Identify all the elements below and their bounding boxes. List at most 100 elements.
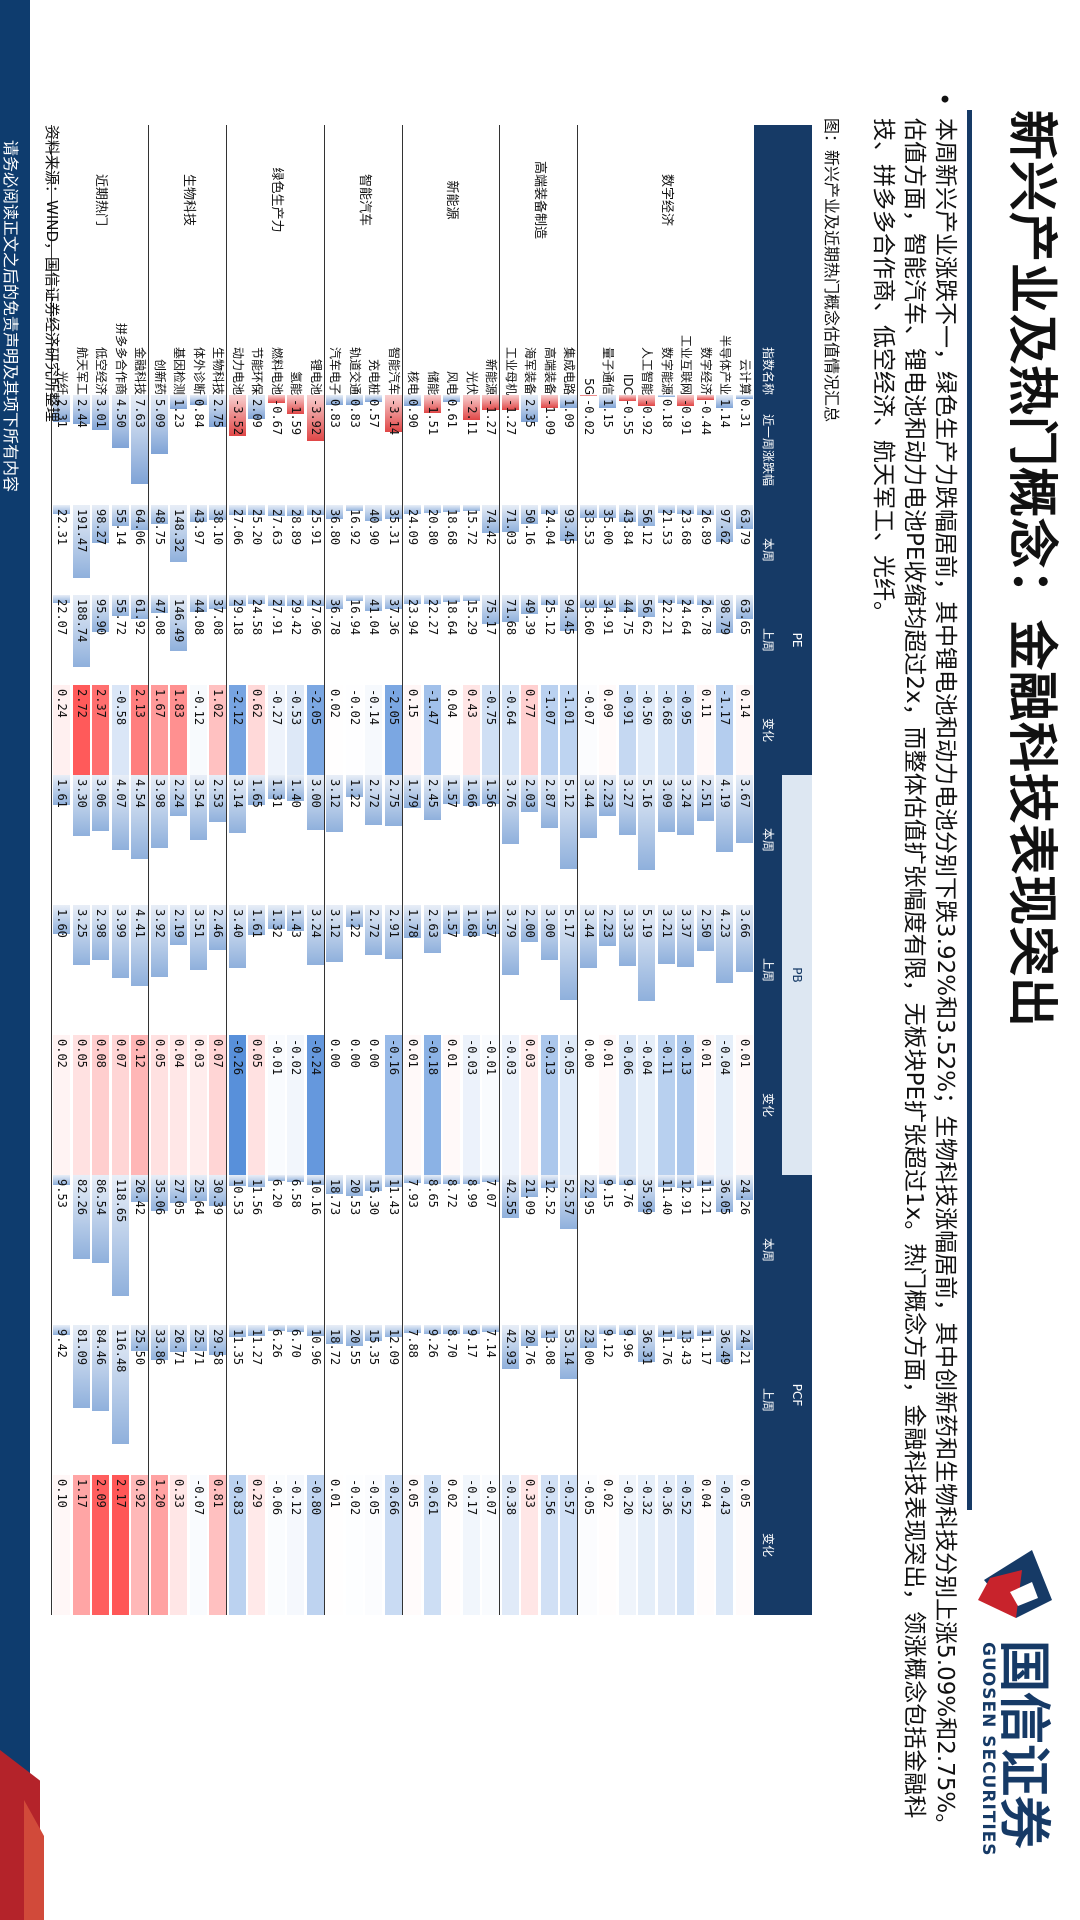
cell-value: 11.27: [250, 1329, 265, 1366]
cell-value: -2.11: [465, 399, 479, 436]
cell-value: 71.03: [504, 509, 518, 546]
cell-value: -1.27: [504, 399, 518, 436]
cell-value: 5.17: [562, 909, 577, 938]
table-cell-pe1: 49.39: [521, 595, 539, 685]
row-index-name: 动力电池: [231, 346, 245, 395]
cell-value: 15.30: [367, 1179, 382, 1216]
row-index-name: 风电: [445, 370, 460, 395]
cell-value: 25.12: [543, 599, 557, 636]
table-cell-pe0: 27.63: [268, 505, 285, 595]
cell-value: 26.78: [699, 599, 713, 636]
table-cell-pe2: -0.64: [502, 685, 519, 775]
table-cell-pe1: 98.79: [716, 595, 734, 685]
table-cell-pcf0: 25.64: [190, 1175, 207, 1325]
cell-value: 3.51: [192, 909, 206, 938]
row-index-name: 氢能: [289, 370, 304, 395]
cell-value: -0.07: [484, 1479, 499, 1516]
table-cell-pb1: 2.98: [92, 905, 110, 1035]
table-cell-pcf0: 6.58: [287, 1175, 305, 1325]
cell-value: 1.22: [348, 909, 362, 938]
table-column-header: 指数名称 近一周涨跌幅 本周 上周 变化 本周 上周 变化 本周 上周 变化: [754, 125, 782, 1615]
cell-value: 9.15: [601, 1179, 616, 1208]
table-cell-pe2: 0.02: [326, 685, 344, 775]
cell-value: 116.48: [114, 1329, 128, 1373]
cell-value: 2.91: [387, 909, 401, 938]
table-cell-pe2: -2.05: [307, 685, 324, 775]
cell-value: 24.09: [406, 509, 421, 546]
cell-value: -0.13: [543, 1039, 557, 1076]
table-cell-pb2: 0.04: [170, 1035, 188, 1175]
table-cell-pb1: 5.19: [638, 905, 656, 1035]
table-cell-chg: 1.09: [560, 395, 578, 505]
table-cell-pb2: 0.05: [248, 1035, 266, 1175]
table-cell-pe1: 26.78: [697, 595, 714, 685]
row-index-name: 半导体产业: [718, 334, 733, 395]
cell-value: 1.67: [153, 689, 167, 718]
table-cell-pb2: -0.04: [716, 1035, 734, 1175]
table-cell-chg: 4.50: [112, 395, 129, 505]
table-cell-pb2: -0.04: [638, 1035, 656, 1175]
table-cell-pb0: 3.44: [580, 775, 597, 905]
table-cell-chg: 1.23: [170, 395, 188, 505]
row-index-name: 充电桩: [367, 358, 382, 395]
table-cell-pe2: 0.11: [697, 685, 714, 775]
table-cell-pcf0: 118.65: [112, 1175, 129, 1325]
cell-value: -0.12: [289, 1479, 304, 1516]
cell-value: 9.17: [465, 1329, 479, 1358]
table-cell-pcf0: 86.54: [92, 1175, 110, 1325]
row-index-name: 数字经济: [699, 346, 713, 395]
cell-value: 3.27: [621, 779, 635, 808]
table-cell-pe0: 35.00: [599, 505, 617, 595]
cell-value: -3.52: [231, 399, 245, 436]
table-cell-pb0: 3.14: [229, 775, 246, 905]
cell-value: -0.16: [387, 1039, 401, 1076]
table-cell-chg: 3.01: [92, 395, 110, 505]
cell-value: 49.39: [523, 599, 538, 636]
table-cell-pe1: 55.72: [112, 595, 129, 685]
table-cell-pe0: 20.80: [424, 505, 441, 595]
table-cell-pe0: 71.03: [502, 505, 519, 595]
cell-value: 1.31: [270, 779, 284, 808]
table-cell-pcf2: -0.17: [463, 1475, 480, 1615]
table-cell-pcf1: 23.00: [580, 1325, 597, 1475]
table-cell-pe0: 15.72: [463, 505, 480, 595]
table-cell-pb1: 3.25: [73, 905, 90, 1035]
table-cell-pb1: 2.23: [599, 905, 617, 1035]
table-cell-pcf0: 8.65: [424, 1175, 441, 1325]
table-cell-pe1: 27.96: [307, 595, 324, 685]
cell-value: 44.75: [621, 599, 635, 636]
row-index-name: 人工智能: [640, 346, 655, 395]
table-cell-pcf1: 20.55: [346, 1325, 363, 1475]
table-cell-pb1: 1.32: [268, 905, 285, 1035]
table-cell-pcf0: 35.99: [638, 1175, 656, 1325]
table-cell-pe0: 35.31: [385, 505, 402, 595]
summary-paragraph: 本周新兴产业涨跌不一，绿色生产力跌幅居前，其中锂电池和动力电池分别下跌3.92%…: [870, 118, 958, 1837]
cell-value: -0.04: [640, 1039, 655, 1076]
cell-value: -0.07: [192, 1479, 206, 1516]
table-cell-pb0: 3.09: [658, 775, 675, 905]
table-cell-pb2: -0.24: [307, 1035, 324, 1175]
table-group-header: PE PB PCF: [782, 125, 812, 1615]
cell-value: 2.09: [94, 1479, 109, 1508]
col-head-pe-cur: 本周: [761, 537, 775, 562]
cell-value: -0.58: [114, 689, 128, 726]
table-cell-pe1: 41.04: [365, 595, 383, 685]
cell-value: 0.05: [75, 1039, 89, 1068]
table-cell-chg: 0.90: [404, 395, 422, 505]
table-row: 创新药 5.09 48.75 47.08 1.67 3.98 3.92 0.05 35.06 33…: [148, 125, 169, 1615]
cell-value: 25.71: [192, 1329, 206, 1366]
table-cell-pb2: 0.08: [92, 1035, 110, 1175]
cell-value: 18.72: [328, 1329, 343, 1366]
col-head-pcf-prev: 上周: [761, 1387, 775, 1412]
table-row: 汽车电子 0.83 36.80 36.78 0.02 3.12 3.12 0.00 18.73 1…: [324, 125, 345, 1615]
table-cell-pe0: 18.68: [443, 505, 461, 595]
cell-value: -0.05: [367, 1479, 382, 1516]
cell-value: 11.21: [699, 1179, 713, 1216]
cell-value: 2.75: [387, 779, 401, 808]
table-cell-pe2: -0.27: [268, 685, 285, 775]
cell-value: 5.09: [153, 399, 167, 428]
table-cell-chg: -1.51: [424, 395, 441, 505]
cell-value: 44.08: [192, 599, 206, 636]
table-cell-pcf1: 9.26: [424, 1325, 441, 1475]
cell-value: 16.94: [348, 599, 362, 636]
